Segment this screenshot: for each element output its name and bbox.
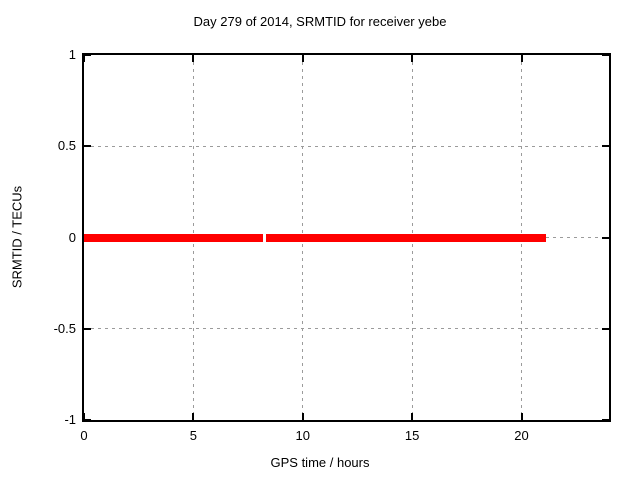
- x-tick-label: 15: [404, 428, 420, 443]
- y-tick-label: 0: [68, 229, 76, 245]
- y-tick-mark-left: [84, 327, 91, 330]
- x-tick-mark-top: [192, 55, 195, 62]
- x-tick-mark-top: [301, 55, 304, 62]
- x-tick-label: 20: [514, 428, 529, 443]
- x-tick-mark-bottom: [411, 413, 414, 420]
- y-tick-mark-left: [84, 419, 91, 421]
- y-tick-mark-right: [602, 54, 609, 56]
- x-tick-mark-bottom: [83, 413, 85, 420]
- x-tick-mark-bottom: [301, 413, 304, 420]
- x-tick-mark-top: [83, 55, 85, 62]
- x-tick-label: 0: [80, 428, 88, 443]
- y-tick-mark-right: [602, 145, 609, 148]
- x-tick-mark-bottom: [520, 413, 523, 420]
- y-tick-mark-left: [84, 54, 91, 56]
- y-tick-label: 1: [68, 47, 76, 62]
- x-tick-mark-bottom: [192, 413, 195, 420]
- y-gridline: [84, 145, 609, 147]
- x-tick-mark-top: [411, 55, 414, 62]
- y-tick-mark-left: [84, 145, 91, 148]
- x-axis-label: GPS time / hours: [270, 455, 370, 470]
- series-line-segment: [84, 233, 263, 242]
- y-tick-label: -0.5: [53, 320, 76, 336]
- y-gridline: [84, 328, 609, 330]
- plot-area: [82, 53, 611, 422]
- y-tick-label: -1: [64, 412, 76, 427]
- x-tick-label: 10: [295, 428, 310, 443]
- y-tick-label: 0.5: [57, 138, 76, 154]
- series-line-segment: [265, 233, 546, 242]
- y-tick-mark-right: [602, 419, 609, 421]
- x-tick-label: 5: [189, 428, 197, 443]
- y-tick-mark-right: [602, 236, 609, 239]
- x-tick-mark-top: [520, 55, 523, 62]
- chart-title: Day 279 of 2014, SRMTID for receiver yeb…: [193, 14, 447, 29]
- y-tick-mark-right: [602, 327, 609, 330]
